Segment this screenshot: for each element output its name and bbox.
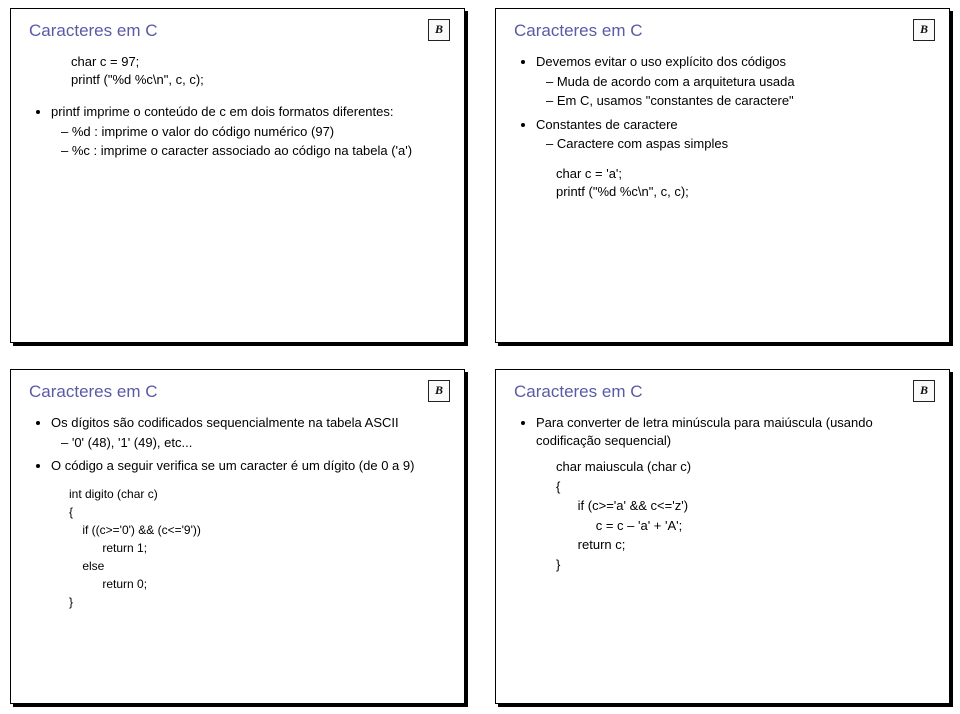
slide-title: Caracteres em C — [514, 382, 933, 402]
slide-title: Caracteres em C — [29, 21, 448, 41]
bullet-item: Constantes de caractere Caractere com as… — [536, 116, 933, 153]
code-function: char maiuscula (char c) { if (c>='a' && … — [514, 457, 933, 574]
slide-top-right: B Caracteres em C Devemos evitar o uso e… — [495, 8, 950, 343]
sub-bullet: %c : imprime o caracter associado ao cód… — [61, 142, 448, 160]
sub-bullet: Em C, usamos "constantes de caractere" — [546, 92, 933, 110]
bullet-item: Devemos evitar o uso explícito dos códig… — [536, 53, 933, 110]
bullet-text: O código a seguir verifica se um caracte… — [51, 458, 414, 473]
slide-title: Caracteres em C — [29, 382, 448, 402]
bullet-item: Os dígitos são codificados sequencialmen… — [51, 414, 448, 451]
slide-top-left: B Caracteres em C char c = 97; printf ("… — [10, 8, 465, 343]
slide-frame: B Caracteres em C char c = 97; printf ("… — [10, 8, 465, 343]
logo-icon: B — [913, 19, 935, 41]
bullet-text: printf imprime o conteúdo de c em dois f… — [51, 104, 394, 119]
slide-bottom-left: B Caracteres em C Os dígitos são codific… — [10, 369, 465, 704]
sub-bullet: Caractere com aspas simples — [546, 135, 933, 153]
slide-bottom-right: B Caracteres em C Para converter de letr… — [495, 369, 950, 704]
bullet-text: Constantes de caractere — [536, 117, 678, 132]
slide-frame: B Caracteres em C Os dígitos são codific… — [10, 369, 465, 704]
logo-icon: B — [913, 380, 935, 402]
slide-frame: B Caracteres em C Para converter de letr… — [495, 369, 950, 704]
sub-bullet: '0' (48), '1' (49), etc... — [61, 434, 448, 452]
slide-frame: B Caracteres em C Devemos evitar o uso e… — [495, 8, 950, 343]
code-snippet: char c = 97; printf ("%d %c\n", c, c); — [29, 53, 448, 89]
bullet-item: O código a seguir verifica se um caracte… — [51, 457, 448, 475]
code-snippet: char c = 'a'; printf ("%d %c\n", c, c); — [514, 165, 933, 201]
logo-icon: B — [428, 380, 450, 402]
logo-icon: B — [428, 19, 450, 41]
sub-bullet: %d : imprime o valor do código numérico … — [61, 123, 448, 141]
bullet-text: Os dígitos são codificados sequencialmen… — [51, 415, 399, 430]
bullet-text: Para converter de letra minúscula para m… — [536, 415, 873, 448]
bullet-text: Devemos evitar o uso explícito dos códig… — [536, 54, 786, 69]
bullet-item: printf imprime o conteúdo de c em dois f… — [51, 103, 448, 160]
sub-bullet: Muda de acordo com a arquitetura usada — [546, 73, 933, 91]
bullet-item: Para converter de letra minúscula para m… — [536, 414, 933, 449]
code-function: int digito (char c) { if ((c>='0') && (c… — [29, 485, 448, 611]
slide-title: Caracteres em C — [514, 21, 933, 41]
